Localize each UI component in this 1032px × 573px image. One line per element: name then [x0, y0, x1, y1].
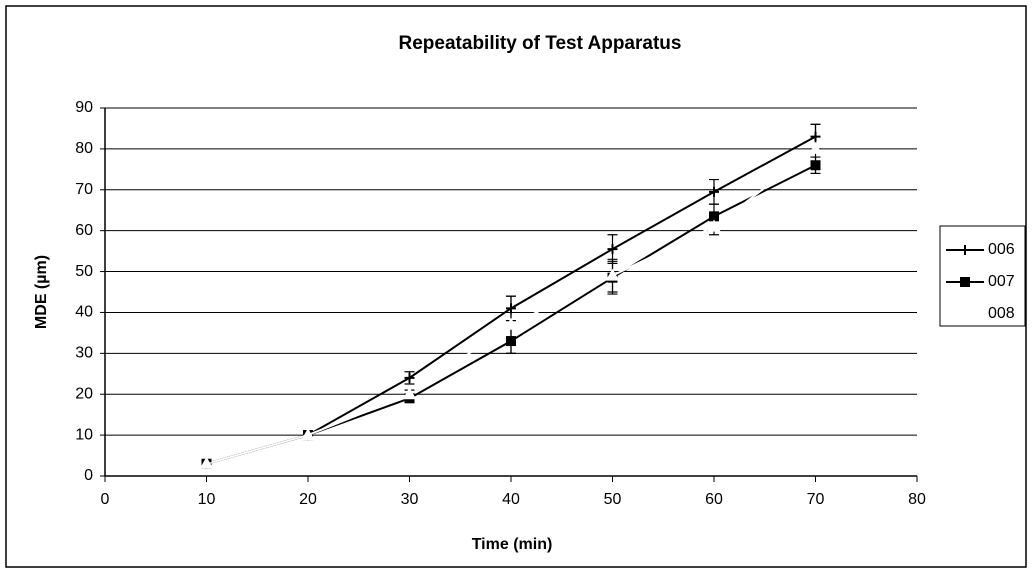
x-axis-label: Time (min): [472, 536, 553, 553]
marker: [504, 317, 518, 330]
y-tick-label: 20: [75, 385, 93, 402]
marker: [199, 456, 214, 469]
marker: [607, 244, 618, 255]
legend-box: [939, 225, 1026, 327]
marker: [808, 141, 823, 154]
y-tick-label: 30: [75, 345, 93, 362]
marker: [605, 268, 620, 281]
legend-label: 007: [988, 273, 1015, 290]
chart-title: Repeatability of Test Apparatus: [399, 33, 682, 54]
y-tick-label: 90: [75, 99, 93, 116]
marker: [301, 428, 315, 441]
marker: [709, 186, 719, 197]
legend-label: 006: [988, 241, 1015, 258]
y-tick-label: 40: [75, 304, 93, 321]
x-tick-label: 20: [299, 491, 317, 508]
y-tick-label: 70: [75, 181, 93, 198]
chart-border: [5, 5, 1027, 568]
marker: [402, 387, 417, 400]
y-tick-label: 0: [84, 467, 93, 484]
x-tick-label: 60: [705, 491, 723, 508]
x-tick-label: 50: [604, 491, 622, 508]
y-tick-label: 80: [75, 140, 93, 157]
marker: [958, 306, 972, 319]
x-tick-label: 80: [908, 491, 926, 508]
marker: [960, 277, 970, 287]
x-tick-label: 40: [502, 491, 520, 508]
marker: [960, 245, 970, 255]
x-tick-label: 10: [198, 491, 216, 508]
marker: [404, 372, 415, 383]
x-tick-label: 70: [807, 491, 825, 508]
marker: [707, 219, 721, 232]
y-tick-label: 60: [75, 222, 93, 239]
y-tick-label: 10: [75, 426, 93, 443]
x-tick-label: 30: [401, 491, 419, 508]
legend-label: 008: [988, 305, 1015, 322]
y-axis-label: MDE (µm): [33, 255, 50, 329]
x-tick-label: 0: [101, 491, 110, 508]
y-tick-label: 50: [75, 263, 93, 280]
